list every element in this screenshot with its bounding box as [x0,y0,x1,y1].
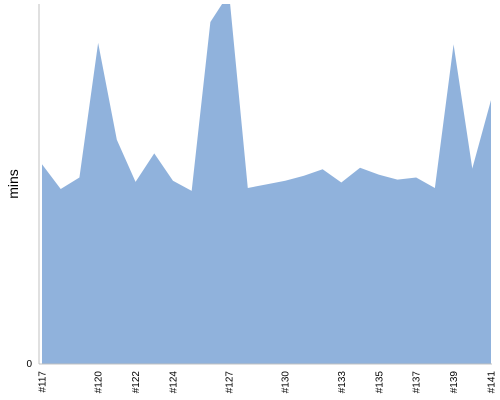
y-tick-label: 0 [26,359,32,370]
x-tick-label: #117 [38,371,49,393]
x-tick-label: #130 [281,371,292,394]
x-tick-label: #137 [412,371,423,394]
series-area [42,4,491,364]
x-tick-label: #124 [168,371,179,394]
x-tick-label: #135 [374,371,385,394]
axis-layer: mins [5,4,492,365]
x-tick-layer: #117 #120 #122 #124 #127 #130 #133 #135 #137 #139… [38,371,498,394]
y-tick-layer: 0 [26,359,32,370]
x-tick-label: #133 [337,371,348,394]
x-tick-label: #127 [225,371,236,394]
area-layer [42,4,491,364]
y-axis-title: mins [5,169,21,199]
x-tick-label: #120 [94,371,105,394]
x-tick-label: #139 [449,371,460,394]
x-tick-label: #141 [487,371,498,394]
x-tick-label: #122 [131,371,142,394]
